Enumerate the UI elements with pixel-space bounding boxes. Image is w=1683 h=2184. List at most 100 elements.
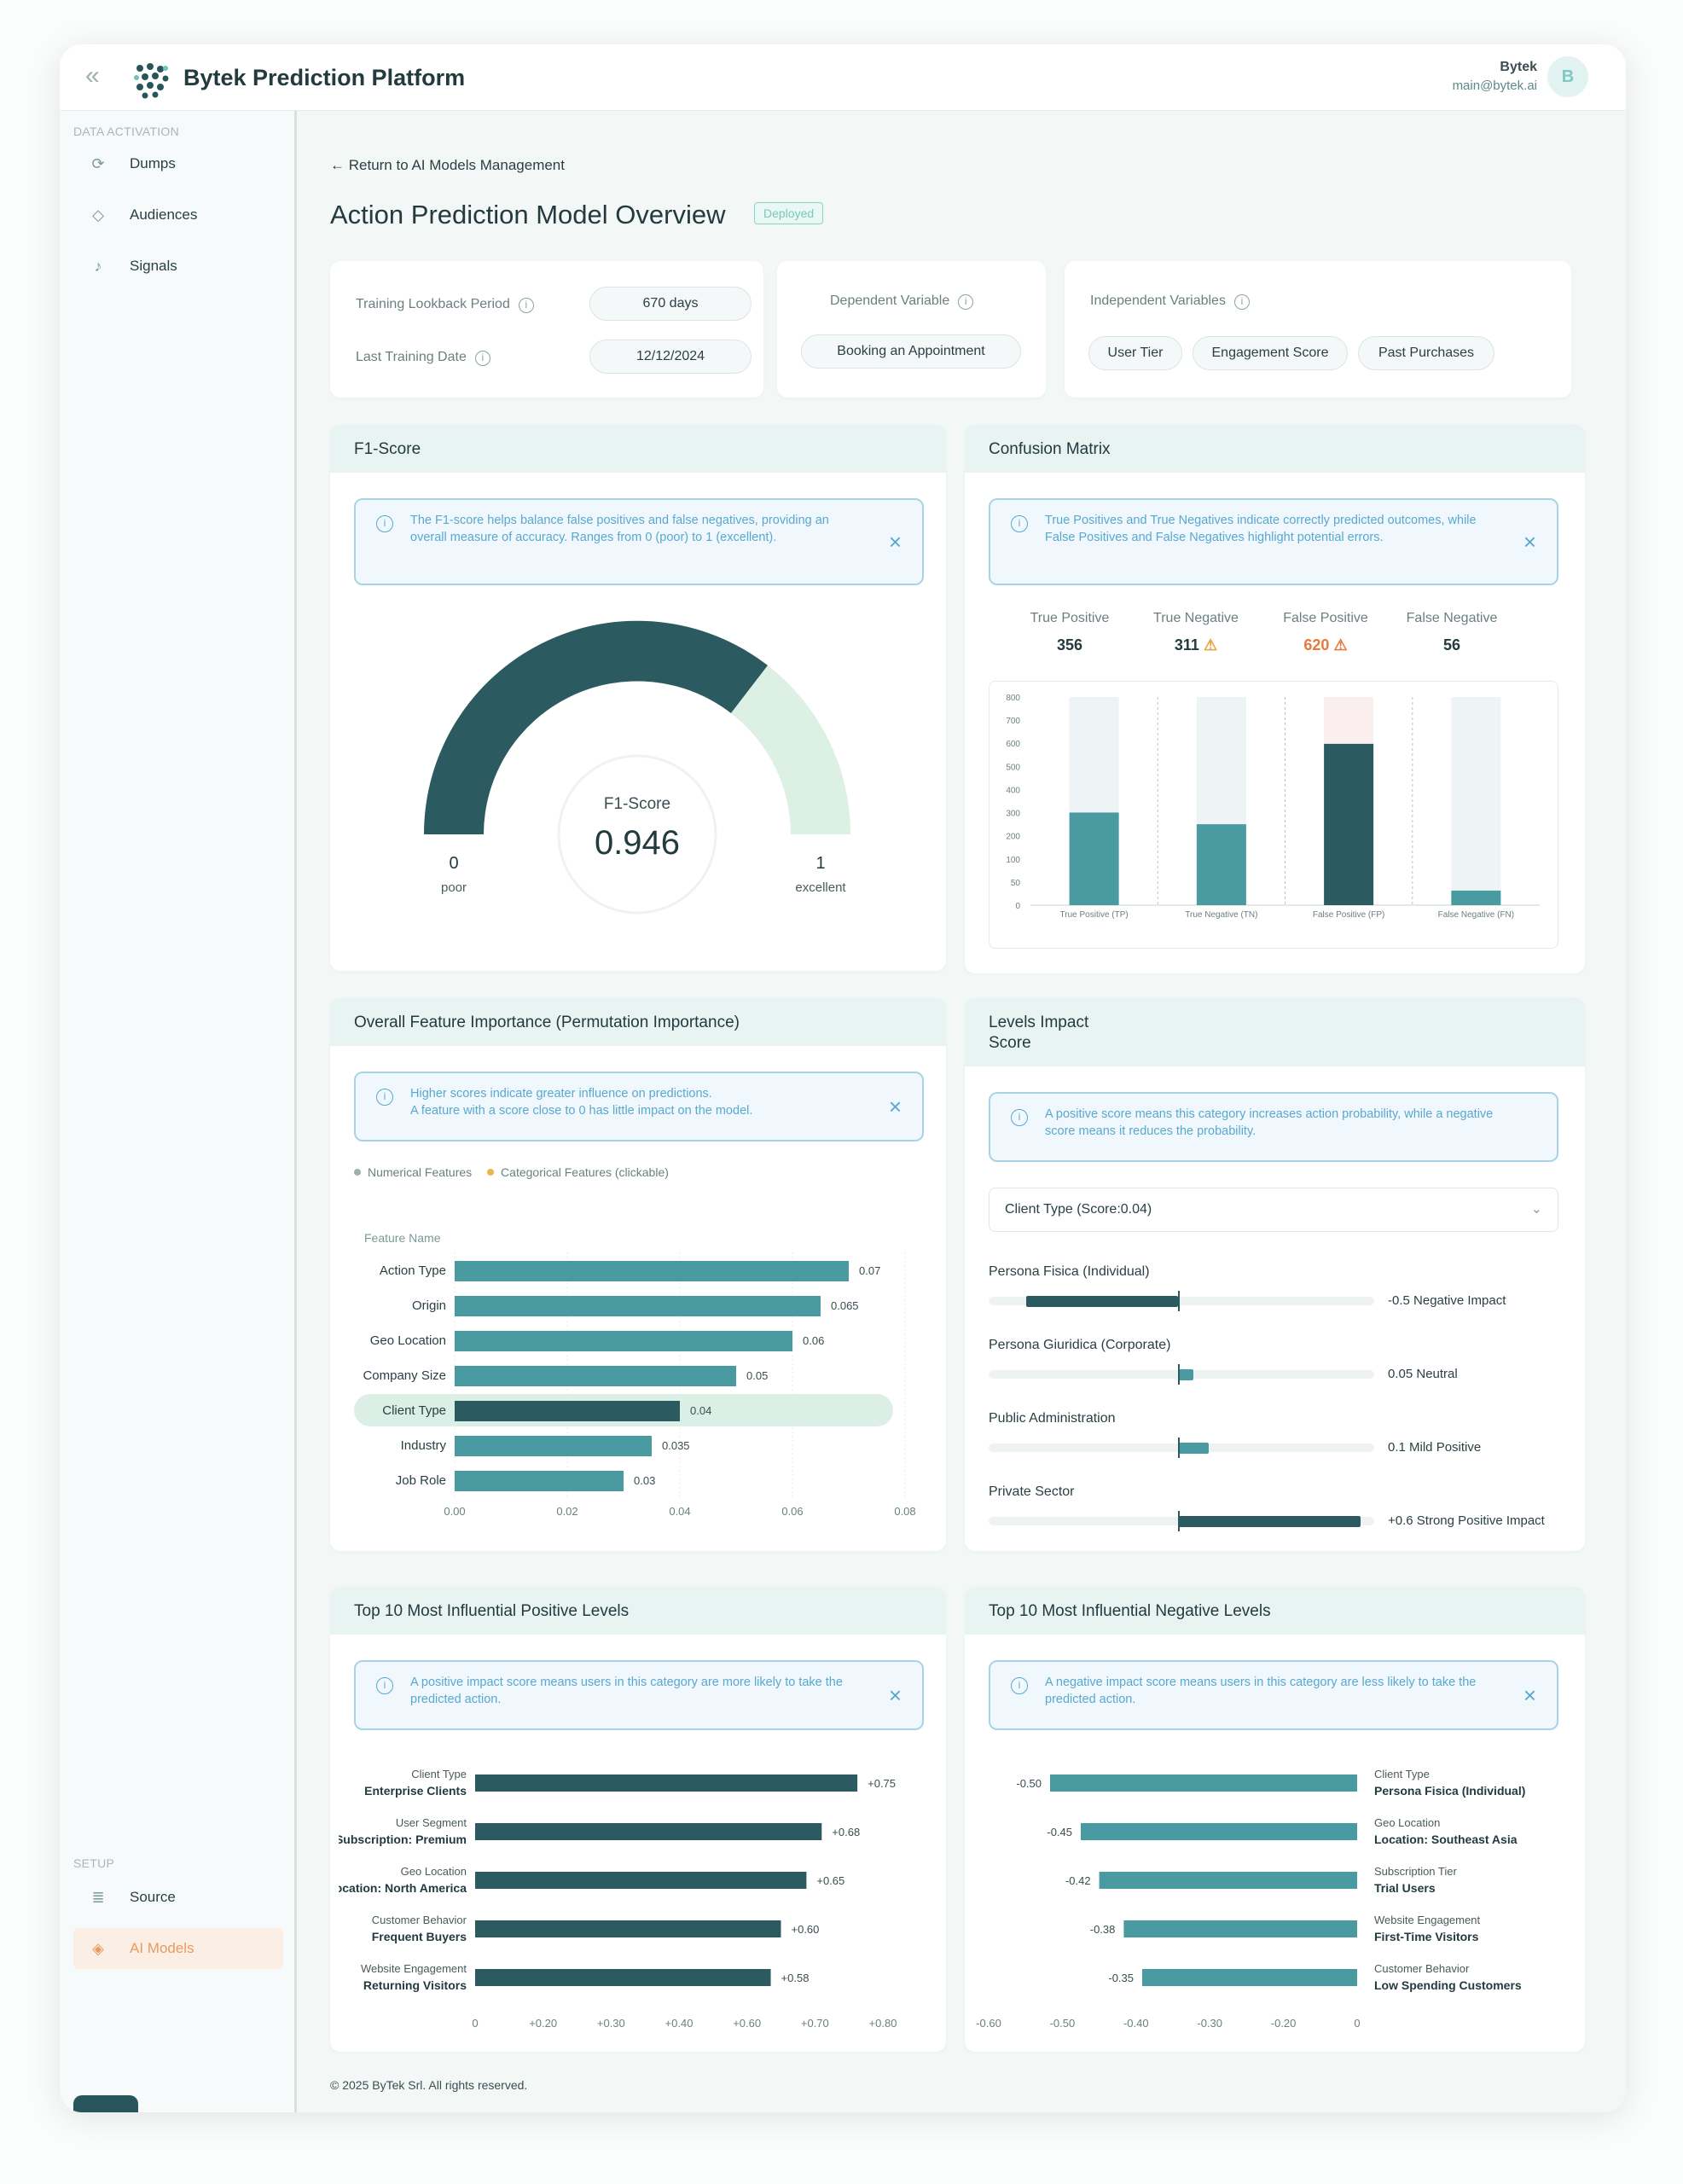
impact-bar	[1178, 1516, 1361, 1527]
y-tick-label: 100	[1006, 856, 1020, 865]
bar	[1324, 743, 1374, 905]
cm-header-value: 356	[1056, 636, 1083, 653]
data-label: -0.42	[1065, 1874, 1091, 1887]
chevron-down-icon: ⌄	[1530, 1202, 1542, 1217]
cm-true-positive: True Positive 356	[1006, 611, 1134, 654]
panel-title: Overall Feature Importance (Permutation …	[330, 998, 946, 1046]
notice-text: A positive score means this category inc…	[1045, 1107, 1494, 1138]
training-lookback-label: Training Lookback Period i	[356, 297, 534, 313]
zero-marker	[1178, 1511, 1180, 1531]
independent-variables-text: Independent Variables	[1090, 293, 1226, 308]
main-content: ← Return to AI Models Management Action …	[299, 111, 1626, 2112]
x-tick-label: False Positive (FP)	[1313, 910, 1384, 920]
close-icon[interactable]: ×	[1523, 1682, 1536, 1708]
info-icon: i	[1011, 515, 1028, 532]
impact-bar	[1026, 1296, 1178, 1307]
gauge-label: F1-Score	[604, 795, 670, 813]
gauge-min: 0	[449, 854, 458, 873]
data-label: -0.35	[1108, 1972, 1134, 1984]
x-tick-label: -0.40	[1123, 2017, 1149, 2030]
info-icon[interactable]: i	[518, 298, 534, 313]
sidebar-item-audiences[interactable]: ◇ Audiences	[73, 195, 283, 235]
confusion-chart-frame: 800 700 600 500 400 300 200 100 50 0 True Positive…	[989, 681, 1558, 949]
sidebar-item-label: Dumps	[130, 155, 176, 171]
bar	[455, 1296, 821, 1316]
y-tick-label: Geo Location	[370, 1333, 446, 1348]
x-tick-label: True Negative (TN)	[1185, 910, 1257, 920]
y-tick-label: 400	[1006, 786, 1020, 795]
sidebar-section-data-activation: DATA ACTIVATION	[73, 125, 180, 138]
sidebar-item-source[interactable]: ≣ Source	[73, 1877, 283, 1918]
feature-select[interactable]: Client Type (Score:0.04) ⌄	[989, 1188, 1558, 1232]
gauge-center	[557, 754, 717, 915]
close-icon[interactable]: ×	[888, 529, 902, 555]
notice-text: Higher scores indicate greater influence…	[410, 1085, 854, 1119]
panel-title-line: Score	[989, 1034, 1031, 1052]
training-info-card: Training Lookback Period i 670 days Last …	[330, 261, 763, 398]
category-group: Client Type	[1374, 1768, 1430, 1780]
sidebar-item-signals[interactable]: ♪ Signals	[73, 246, 283, 287]
avatar[interactable]: B	[1547, 56, 1588, 97]
last-training-label: Last Training Date i	[356, 350, 490, 366]
top-bar: « Bytek Prediction Platform Bytek main@b…	[60, 44, 1626, 111]
data-label: 0.035	[662, 1439, 690, 1452]
info-icon[interactable]: i	[1233, 294, 1250, 310]
bar	[1123, 1920, 1357, 1937]
info-icon[interactable]: i	[958, 294, 974, 310]
feature-select-value: Client Type (Score:0.04)	[1005, 1202, 1152, 1217]
page-title: Action Prediction Model Overview	[330, 200, 726, 229]
sidebar-item-ai-models[interactable]: ◈ AI Models	[73, 1928, 283, 1969]
category-group: Website Engagement	[361, 1962, 467, 1975]
impact-bar	[1178, 1443, 1209, 1454]
panel-title-line: Levels Impact	[989, 1014, 1089, 1031]
sidebar-item-dumps[interactable]: ⟳ Dumps	[73, 143, 283, 184]
category-level: Subscription: Premium	[339, 1833, 467, 1846]
top-positive-panel: Top 10 Most Influential Positive Levels …	[330, 1587, 946, 2052]
bar-background	[1451, 697, 1501, 905]
data-label: +0.75	[868, 1777, 896, 1790]
category-level: Low Spending Customers	[1374, 1978, 1522, 1992]
status-badge: Deployed	[754, 202, 824, 224]
negative-info-notice: i A negative impact score means users in…	[989, 1660, 1558, 1730]
notice-text: True Positives and True Negatives indica…	[1045, 514, 1477, 544]
x-tick-label: 0	[472, 2017, 478, 2030]
chat-button[interactable]	[73, 2095, 138, 2112]
y-tick-label: Industry	[401, 1438, 447, 1453]
category-level: Persona Fisica (Individual)	[1374, 1784, 1525, 1798]
level-label: Private Sector	[989, 1484, 1075, 1499]
category-group: Geo Location	[401, 1865, 467, 1878]
notice-text: A positive impact score means users in t…	[410, 1676, 843, 1706]
x-tick-label: +0.40	[665, 2017, 694, 2030]
cm-header-value: 311	[1174, 636, 1199, 653]
bar	[455, 1436, 652, 1456]
close-icon[interactable]: ×	[1523, 529, 1536, 555]
category-group: Client Type	[411, 1768, 467, 1780]
impact-value: 0.1 Mild Positive	[1388, 1440, 1482, 1455]
collapse-sidebar-icon[interactable]: «	[85, 61, 100, 90]
data-label: +0.58	[781, 1972, 810, 1984]
confusion-matrix-panel: Confusion Matrix i True Positives and Tr…	[965, 425, 1585, 973]
axis-title: Feature Name	[364, 1231, 441, 1245]
bytek-logo-icon	[133, 61, 171, 103]
info-icon[interactable]: i	[474, 351, 490, 366]
independent-variables-card: Independent Variables i User Tier Engagem…	[1065, 261, 1571, 398]
back-link-label: Return to AI Models Management	[348, 157, 565, 173]
f1-gauge: F1-Score 0.946 0 poor 1 excellent	[423, 620, 851, 915]
sidebar: DATA ACTIVATION ⟳ Dumps ◇ Audiences ♪ Si…	[60, 111, 297, 2112]
category-group: Subscription Tier	[1374, 1865, 1457, 1878]
y-tick-label: 800	[1006, 694, 1020, 703]
bar	[475, 1969, 771, 1986]
cm-header-label: False Positive	[1283, 611, 1368, 625]
bar	[475, 1823, 822, 1840]
close-icon[interactable]: ×	[888, 1682, 902, 1708]
close-icon[interactable]: ×	[888, 1094, 902, 1119]
sidebar-item-label: Audiences	[130, 206, 198, 223]
gauge-value: 0.946	[595, 824, 680, 862]
x-tick-label: -0.50	[1050, 2017, 1076, 2030]
training-lookback-value: 670 days	[589, 287, 752, 321]
bar	[455, 1471, 624, 1491]
panel-title: F1-Score	[330, 425, 946, 473]
data-label: +0.65	[816, 1874, 844, 1887]
back-link[interactable]: ← Return to AI Models Management	[330, 157, 565, 173]
legend-swatch	[354, 1169, 361, 1176]
